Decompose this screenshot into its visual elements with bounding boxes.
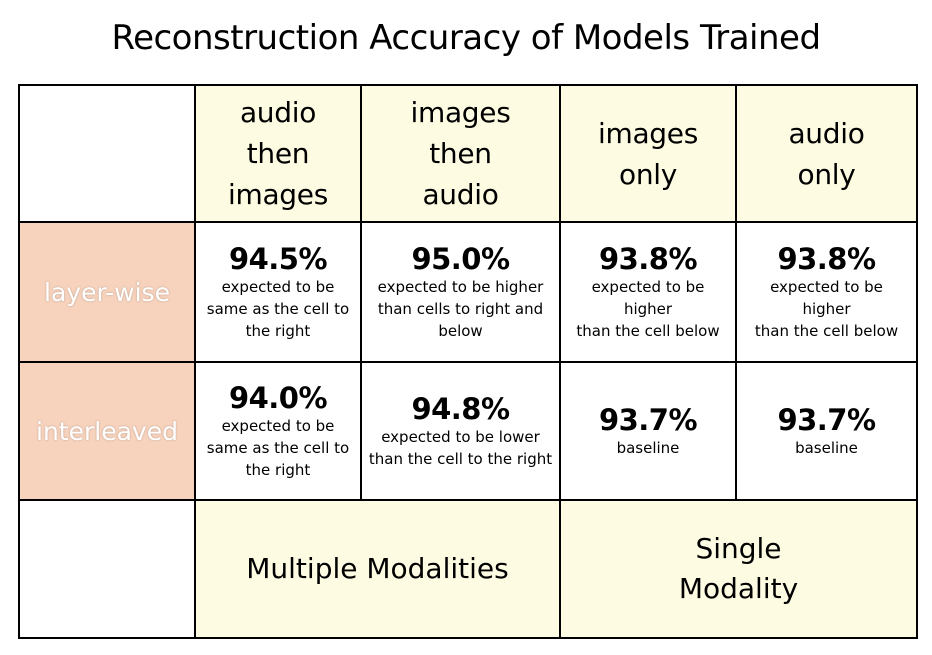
corner-cell-bottom bbox=[18, 499, 196, 639]
cell-note: expected to be higher than the cell belo… bbox=[754, 278, 899, 340]
table-row: interleaved 94.0% expected to be same as… bbox=[18, 361, 918, 501]
table-row: layer-wise 94.5% expected to be same as … bbox=[18, 221, 918, 363]
page-title: Reconstruction Accuracy of Models Traine… bbox=[111, 18, 821, 58]
table-cell: 94.0% expected to be same as the cell to… bbox=[194, 361, 362, 501]
cell-value: 94.0% bbox=[228, 381, 328, 415]
cell-note: expected to be higher than cells to righ… bbox=[377, 278, 544, 340]
group-single-modality: Single Modality bbox=[559, 499, 918, 639]
table-cell: 95.0% expected to be higher than cells t… bbox=[360, 221, 561, 363]
cell-value: 93.7% bbox=[777, 403, 876, 437]
row-label-layer-wise: layer-wise bbox=[18, 221, 196, 363]
cell-note: baseline bbox=[616, 439, 680, 457]
row-label-interleaved: interleaved bbox=[18, 361, 196, 501]
group-row: Multiple Modalities Single Modality bbox=[18, 499, 918, 639]
accuracy-table: audio then images images then audio imag… bbox=[18, 84, 918, 639]
col-header-images-then-audio: images then audio bbox=[360, 84, 561, 223]
group-multiple-modalities: Multiple Modalities bbox=[194, 499, 561, 639]
cell-value: 93.8% bbox=[598, 242, 698, 276]
table-cell: 93.7% baseline bbox=[735, 361, 918, 501]
header-row: audio then images images then audio imag… bbox=[18, 84, 918, 223]
corner-cell bbox=[18, 84, 196, 223]
cell-value: 93.8% bbox=[777, 242, 876, 276]
cell-note: expected to be lower than the cell to th… bbox=[368, 428, 553, 468]
col-header-audio-only: audio only bbox=[735, 84, 918, 223]
table-cell: 94.8% expected to be lower than the cell… bbox=[360, 361, 561, 501]
cell-note: expected to be same as the cell to the r… bbox=[206, 417, 350, 479]
cell-value: 95.0% bbox=[411, 242, 510, 276]
col-header-images-only: images only bbox=[559, 84, 737, 223]
cell-note: expected to be same as the cell to the r… bbox=[206, 278, 350, 340]
table-cell: 93.8% expected to be higher than the cel… bbox=[735, 221, 918, 363]
cell-note: expected to be higher than the cell belo… bbox=[576, 278, 720, 340]
cell-note: baseline bbox=[795, 439, 858, 457]
cell-value: 94.5% bbox=[228, 242, 328, 276]
col-header-audio-then-images: audio then images bbox=[194, 84, 362, 223]
cell-value: 93.7% bbox=[598, 403, 698, 437]
cell-value: 94.8% bbox=[411, 392, 510, 426]
table-cell: 93.7% baseline bbox=[559, 361, 737, 501]
table-cell: 94.5% expected to be same as the cell to… bbox=[194, 221, 362, 363]
table-cell: 93.8% expected to be higher than the cel… bbox=[559, 221, 737, 363]
